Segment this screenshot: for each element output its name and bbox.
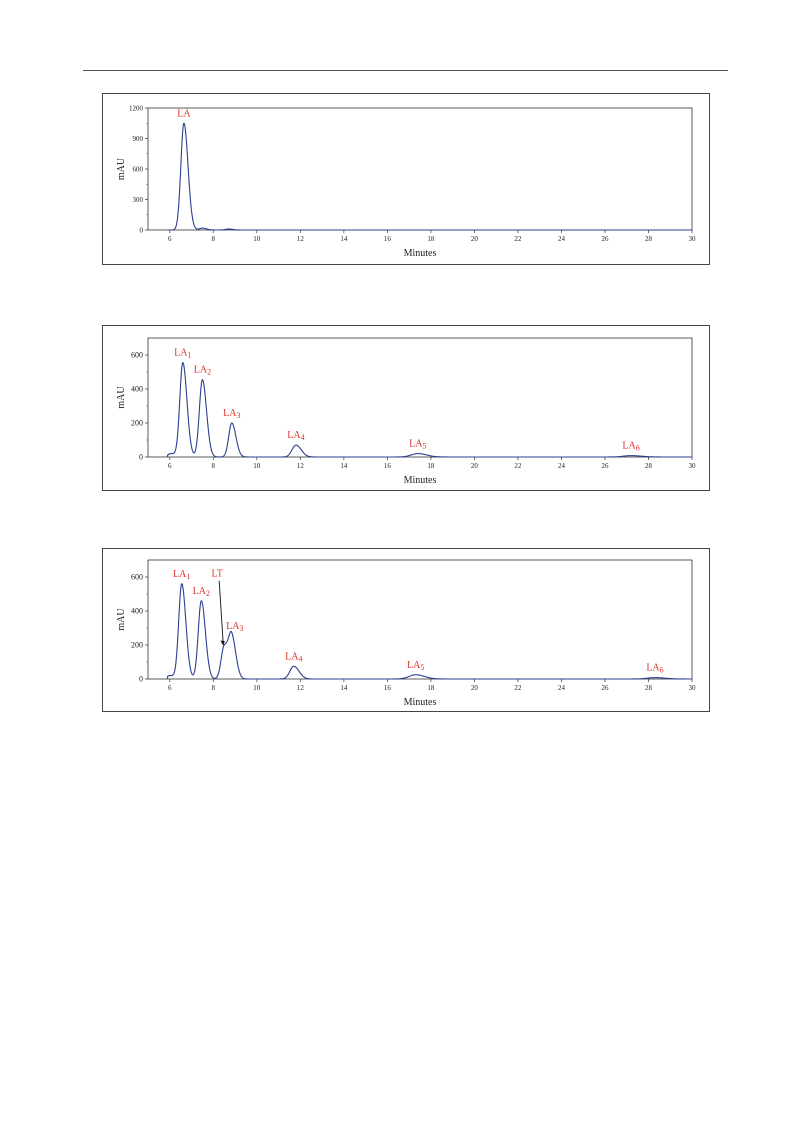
chromatogram-panel-1: 6 8 10 12 14 16 18 20 22 24 26 28 30 0 300 600 900 1200 Mi… (102, 93, 710, 265)
chromatogram-trace (167, 122, 693, 231)
x-axis-label: Minutes (404, 475, 437, 486)
y-tick-label: 200 (131, 641, 143, 650)
x-tick-label: 12 (297, 235, 305, 243)
x-tick-label: 18 (427, 235, 435, 243)
x-tick-label: 24 (558, 684, 566, 692)
x-tick-label: 8 (212, 684, 216, 692)
x-tick-label: 10 (253, 684, 260, 692)
chromatogram-trace (167, 583, 693, 680)
y-tick-label: 400 (131, 607, 143, 616)
x-tick-label: 16 (384, 235, 392, 243)
x-tick-label: 28 (645, 684, 653, 692)
peak-label: LA4 (287, 430, 304, 442)
y-tick-label: 600 (133, 166, 144, 174)
x-tick-label: 22 (514, 462, 522, 470)
x-tick-label: 18 (427, 462, 435, 470)
peak-label: LA1 (174, 348, 191, 360)
chromatogram-panel-3: 6 8 10 12 14 16 18 20 22 24 26 28 30 0 200 400 600 Minute… (102, 548, 710, 712)
x-tick-label: 12 (297, 462, 305, 470)
page-header-rule (83, 70, 728, 71)
x-tick-label: 12 (297, 684, 305, 692)
y-tick-label: 0 (139, 675, 143, 684)
x-tick-label: 18 (427, 684, 435, 692)
x-axis-label: Minutes (404, 697, 437, 708)
y-axis-label: mAU (116, 157, 127, 180)
x-tick-label: 26 (601, 462, 609, 470)
plot-frame (147, 337, 693, 458)
x-tick-label: 6 (168, 462, 172, 470)
x-tick-label: 22 (514, 235, 522, 243)
peak-label: LA3 (226, 621, 243, 633)
chromatogram-chart-1: 6 8 10 12 14 16 18 20 22 24 26 28 3003006009001200Mi… (116, 105, 697, 260)
peak-label: LA4 (285, 651, 302, 663)
chromatogram-panel-2: 6 8 10 12 14 16 18 20 22 24 26 28 30 0 200 400 600 Minute… (102, 325, 710, 491)
peak-label: LA6 (646, 663, 663, 675)
chromatogram-chart-2: 6 8 10 12 14 16 18 20 22 24 26 28 30 0 200 400 600 Minute… (116, 337, 697, 486)
x-tick-label: 16 (384, 462, 392, 470)
x-tick-label: 28 (645, 462, 653, 470)
y-tick-label: 900 (133, 135, 144, 143)
plot-frame (147, 559, 693, 680)
chromatogram-chart-3: 6 8 10 12 14 16 18 20 22 24 26 28 30 0 200 400 600 Minute… (116, 559, 697, 708)
x-tick-label: 22 (514, 684, 522, 692)
x-axis-label: Minutes (404, 248, 437, 259)
peak-label: LA5 (409, 439, 426, 451)
peak-label: LA2 (194, 365, 211, 377)
peak-label: LA (177, 108, 191, 119)
peak-label: LA2 (193, 586, 210, 598)
x-tick-label: 16 (384, 684, 392, 692)
x-tick-label: 14 (340, 684, 348, 692)
x-tick-label: 14 (340, 462, 348, 470)
x-tick-label: 20 (471, 462, 479, 470)
x-tick-label: 8 (212, 462, 216, 470)
y-tick-label: 0 (140, 227, 144, 235)
x-tick-label: 10 (253, 235, 260, 243)
x-tick-label: 24 (558, 462, 566, 470)
x-tick-label: 30 (689, 684, 697, 692)
x-tick-label: 6 (168, 235, 172, 243)
x-tick-label: 8 (212, 235, 216, 243)
x-tick-label: 10 (253, 462, 260, 470)
y-axis-label: mAU (116, 386, 127, 409)
x-tick-label: 28 (645, 235, 653, 243)
x-tick-label: 30 (689, 462, 697, 470)
chromatogram-trace (167, 362, 693, 458)
lt-arrow-head (220, 640, 225, 646)
peak-label: LA6 (622, 441, 639, 453)
y-tick-label: 600 (131, 573, 143, 582)
x-tick-label: 6 (168, 684, 172, 692)
peak-label: LA3 (223, 408, 240, 420)
x-tick-label: 20 (471, 684, 479, 692)
x-tick-label: 30 (689, 235, 697, 243)
peak-label: LA1 (173, 569, 190, 581)
peak-label: LT (212, 569, 223, 580)
plot-frame (147, 107, 693, 231)
x-tick-label: 26 (601, 684, 609, 692)
x-tick-label: 24 (558, 235, 566, 243)
y-tick-label: 600 (131, 351, 143, 360)
x-tick-label: 14 (340, 235, 348, 243)
y-tick-label: 200 (131, 419, 143, 428)
peak-label: LA5 (407, 660, 424, 672)
y-tick-label: 0 (139, 453, 143, 462)
y-tick-label: 1200 (129, 105, 144, 113)
y-tick-label: 300 (133, 196, 144, 204)
lt-arrow (218, 580, 224, 643)
y-tick-label: 400 (131, 385, 143, 394)
x-tick-label: 20 (471, 235, 479, 243)
y-axis-label: mAU (116, 608, 127, 631)
x-tick-label: 26 (601, 235, 609, 243)
